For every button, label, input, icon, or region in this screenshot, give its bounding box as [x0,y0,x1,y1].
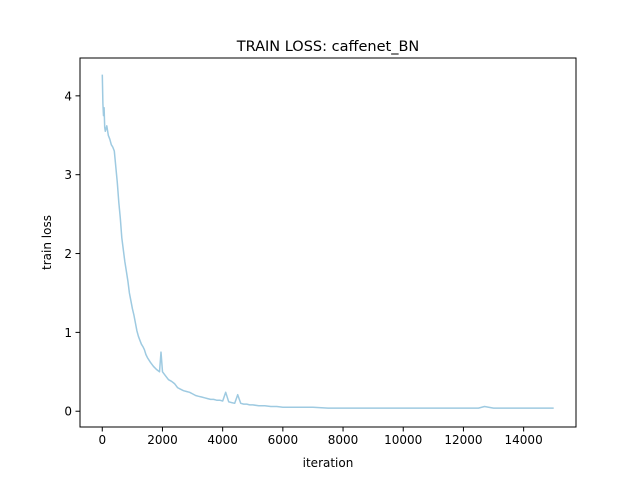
y-tick-label: 4 [64,89,72,103]
series-line-0 [101,74,554,409]
x-axis-label: iteration [303,456,354,470]
x-tick-label: 10000 [384,433,422,447]
plot-frame [79,57,577,428]
x-tick-label: 14000 [505,433,543,447]
x-axis-ticks: 0 2000 4000 6000 8000 10000 12000 14000 [98,427,543,447]
y-tick-label: 0 [64,405,72,419]
y-tick-label: 1 [64,326,72,340]
x-tick-label: 12000 [444,433,482,447]
series-layer [101,74,554,409]
y-axis-ticks: 0 1 2 3 4 [64,89,80,419]
y-axis-label: train loss [40,215,54,270]
y-tick-label: 3 [64,168,72,182]
x-tick-label: 2000 [147,433,178,447]
y-tick-label: 2 [64,247,72,261]
x-tick-label: 4000 [207,433,238,447]
x-tick-label: 0 [98,433,106,447]
chart-title: TRAIN LOSS: caffenet_BN [236,39,419,55]
x-tick-label: 6000 [268,433,299,447]
x-tick-label: 8000 [328,433,359,447]
